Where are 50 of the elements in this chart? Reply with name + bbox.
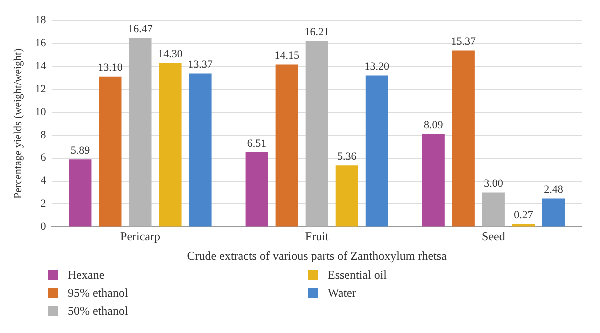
y-tick-label: 12 [35,83,46,96]
bar [306,41,328,227]
y-tick-label: 14 [35,60,47,72]
data-label: 3.00 [484,178,504,190]
legend-label: Hexane [68,268,105,282]
data-label: 14.30 [158,48,184,60]
bar [542,198,565,227]
y-tick-label: 0 [40,221,47,234]
data-label: 15.37 [451,36,477,48]
legend-label: Essential oil [328,268,387,282]
x-tick-label: Fruit [305,230,330,244]
bar [189,74,212,227]
x-axis-title: Crude extracts of various parts of Zanthoxylum rhetsa [187,248,448,263]
bar [246,152,268,227]
y-axis-title: Percentage yields (weight/weight) [12,48,24,200]
data-label: 5.36 [337,151,358,164]
data-label: 14.15 [274,50,300,62]
data-label: 8.09 [424,120,444,132]
y-tick-label: 10 [35,106,47,118]
x-tick-label: Pericarp [120,230,160,244]
y-tick-label: 6 [40,152,47,164]
y-tick-label: 18 [35,14,47,26]
bar [482,192,505,227]
data-label: 13.37 [188,59,214,72]
y-tick-label: 4 [40,175,47,188]
y-tick-label: 16 [35,37,47,50]
bar [129,38,152,227]
bar [159,63,182,227]
data-label: 13.20 [364,61,390,74]
legend-label: Water [328,286,356,300]
y-tick-label: 8 [40,129,47,142]
bar [422,134,445,227]
bar [452,50,475,227]
data-label: 13.10 [98,62,124,74]
legend-label: 95% ethanol [68,286,128,300]
bar [99,76,122,227]
y-tick-label: 2 [40,198,46,210]
bar [366,76,388,227]
bar [336,166,358,227]
bar [512,224,535,227]
data-label: 0.27 [514,209,534,222]
data-label: 5.89 [70,144,91,157]
bar [69,160,92,227]
data-label: 16.21 [304,26,330,39]
legend-label: 50% ethanol [68,304,128,318]
data-label: 2.48 [544,184,564,196]
x-tick-label: Seed [482,230,506,244]
data-label: 6.51 [247,138,267,150]
bar [276,64,298,227]
data-label: 16.47 [128,24,154,36]
